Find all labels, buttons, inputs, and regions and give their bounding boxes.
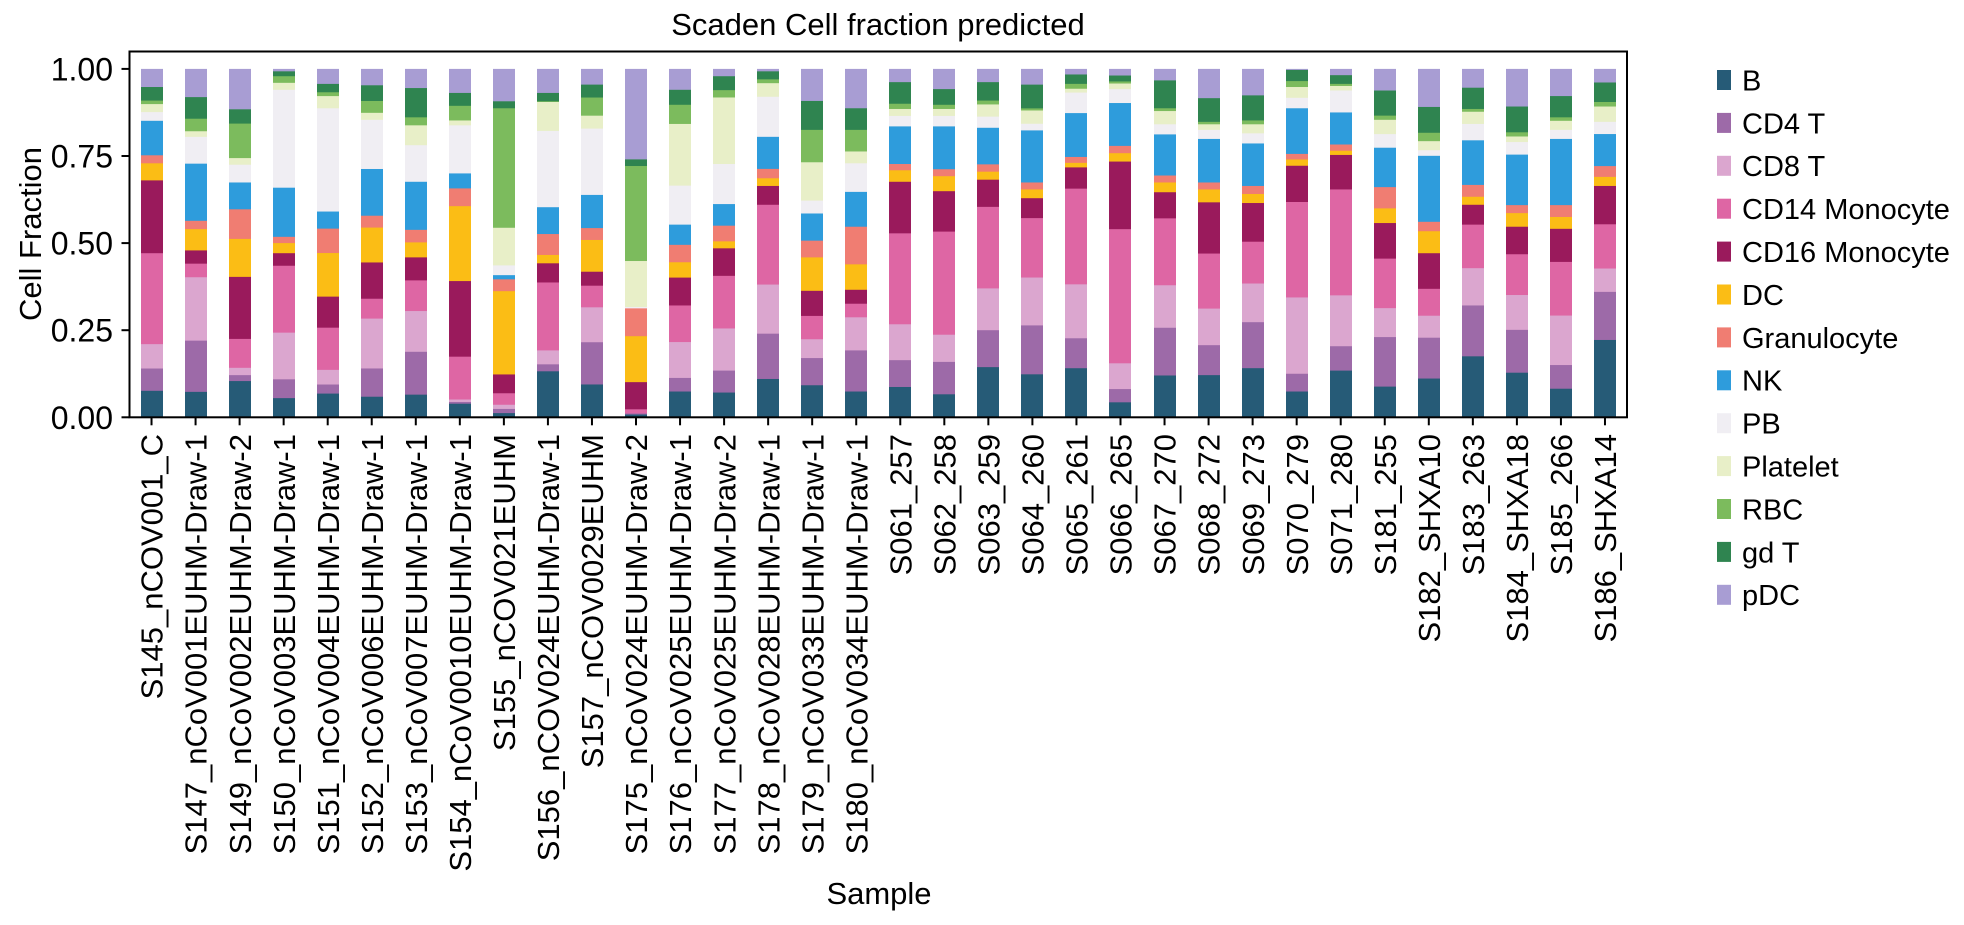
svg-text:S069_273: S069_273 — [1236, 434, 1271, 575]
svg-text:S063_259: S063_259 — [972, 434, 1007, 575]
svg-text:1.00: 1.00 — [51, 51, 113, 87]
svg-text:S147_nCoV001EUHM-Draw-1: S147_nCoV001EUHM-Draw-1 — [179, 434, 214, 854]
svg-text:CD4 T: CD4 T — [1742, 108, 1826, 140]
svg-text:S181_255: S181_255 — [1368, 434, 1403, 575]
svg-text:S145_nCOV001_C: S145_nCOV001_C — [135, 434, 170, 699]
svg-text:S071_280: S071_280 — [1324, 434, 1359, 575]
svg-text:PB: PB — [1742, 409, 1781, 441]
svg-text:S179_nCoV033EUHM-Draw-1: S179_nCoV033EUHM-Draw-1 — [795, 434, 830, 854]
svg-text:S149_nCoV002EUHM-Draw-2: S149_nCoV002EUHM-Draw-2 — [223, 434, 258, 854]
svg-text:S066_265: S066_265 — [1104, 434, 1139, 575]
svg-text:Sample: Sample — [826, 876, 931, 911]
svg-text:Scaden Cell fraction predicted: Scaden Cell fraction predicted — [671, 7, 1085, 42]
svg-text:S157_nCOV0029EUHM: S157_nCOV0029EUHM — [575, 434, 610, 768]
svg-text:S177_nCoV025EUHM-Draw-2: S177_nCoV025EUHM-Draw-2 — [707, 434, 742, 854]
svg-text:S065_261: S065_261 — [1060, 434, 1095, 575]
svg-text:S061_257: S061_257 — [883, 434, 918, 575]
svg-text:S150_nCoV003EUHM-Draw-1: S150_nCoV003EUHM-Draw-1 — [267, 434, 302, 854]
svg-text:0.00: 0.00 — [51, 400, 113, 436]
svg-text:S184_SHXA18: S184_SHXA18 — [1500, 434, 1535, 643]
svg-text:S070_279: S070_279 — [1280, 434, 1315, 575]
svg-text:S183_263: S183_263 — [1456, 434, 1491, 575]
svg-text:pDC: pDC — [1742, 580, 1800, 612]
svg-text:CD14 Monocyte: CD14 Monocyte — [1742, 194, 1950, 226]
svg-text:B: B — [1742, 65, 1761, 97]
svg-text:gd T: gd T — [1742, 537, 1800, 569]
svg-text:Granulocyte: Granulocyte — [1742, 323, 1898, 355]
svg-text:0.50: 0.50 — [51, 226, 113, 262]
svg-text:S062_258: S062_258 — [927, 434, 962, 575]
svg-text:S175_nCoV024EUHM-Draw-2: S175_nCoV024EUHM-Draw-2 — [619, 434, 654, 854]
svg-text:CD8 T: CD8 T — [1742, 151, 1826, 183]
svg-text:S176_nCoV025EUHM-Draw-1: S176_nCoV025EUHM-Draw-1 — [663, 434, 698, 854]
svg-text:S185_266: S185_266 — [1544, 434, 1579, 575]
svg-text:NK: NK — [1742, 366, 1783, 398]
svg-text:S182_SHXA10: S182_SHXA10 — [1412, 434, 1447, 643]
svg-text:0.75: 0.75 — [51, 139, 113, 175]
svg-text:S067_270: S067_270 — [1148, 434, 1183, 575]
svg-text:Platelet: Platelet — [1742, 452, 1839, 484]
svg-text:S064_260: S064_260 — [1016, 434, 1051, 575]
svg-text:Cell Fraction: Cell Fraction — [13, 147, 48, 321]
svg-text:0.25: 0.25 — [51, 313, 113, 349]
svg-text:S155_nCOV021EUHM: S155_nCOV021EUHM — [487, 434, 522, 751]
svg-text:S186_SHXA14: S186_SHXA14 — [1588, 434, 1623, 643]
svg-text:CD16 Monocyte: CD16 Monocyte — [1742, 237, 1950, 269]
svg-text:RBC: RBC — [1742, 494, 1803, 526]
svg-text:S154_nCoV0010EUHM-Draw-1: S154_nCoV0010EUHM-Draw-1 — [443, 434, 478, 872]
svg-text:S152_nCoV006EUHM-Draw-1: S152_nCoV006EUHM-Draw-1 — [355, 434, 390, 854]
svg-text:S151_nCoV004EUHM-Draw-1: S151_nCoV004EUHM-Draw-1 — [311, 434, 346, 854]
svg-text:S156_nCOV024EUHM-Draw-1: S156_nCOV024EUHM-Draw-1 — [531, 434, 566, 861]
svg-text:S180_nCoV034EUHM-Draw-1: S180_nCoV034EUHM-Draw-1 — [839, 434, 874, 854]
svg-text:S153_nCoV007EUHM-Draw-1: S153_nCoV007EUHM-Draw-1 — [399, 434, 434, 854]
svg-text:S178_nCoV028EUHM-Draw-1: S178_nCoV028EUHM-Draw-1 — [751, 434, 786, 854]
svg-text:S068_272: S068_272 — [1192, 434, 1227, 575]
svg-text:DC: DC — [1742, 280, 1784, 312]
